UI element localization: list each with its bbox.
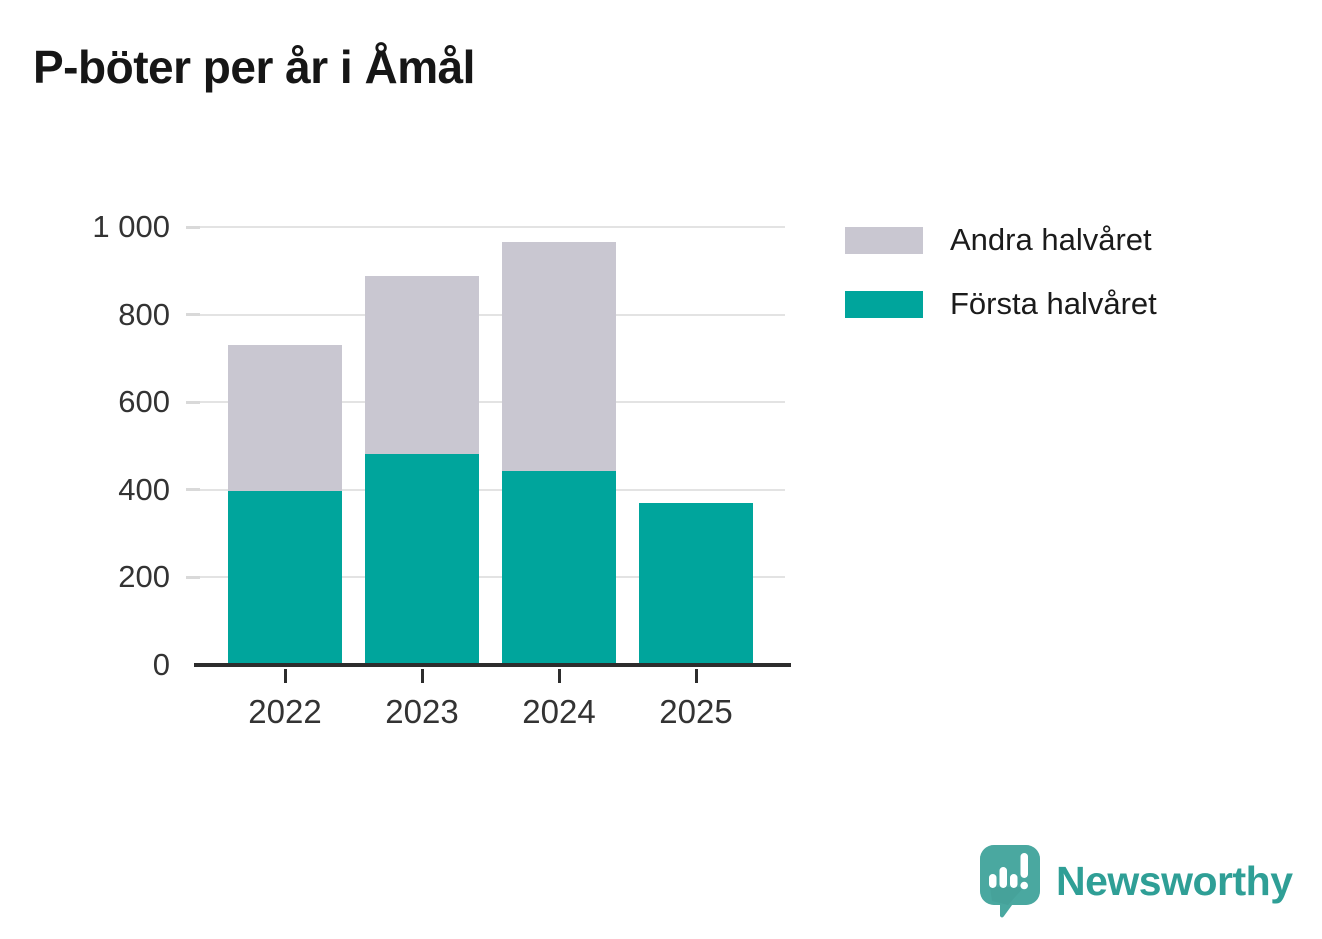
- x-axis-tick: [557, 669, 561, 683]
- y-axis-tick-label: 400: [118, 471, 170, 507]
- bar-2022-andra-halvåret: [228, 345, 342, 492]
- y-axis-tick: [186, 225, 200, 229]
- x-axis-tick: [283, 669, 287, 683]
- bar-chart-speech-bubble-icon: [980, 845, 1040, 918]
- x-axis-tick: [420, 669, 424, 683]
- bar-2025-första-halvåret: [639, 502, 753, 665]
- y-axis-tick: [186, 488, 200, 492]
- gridline-800: [200, 313, 785, 316]
- gridline-1000: [200, 226, 785, 228]
- y-axis-tick-label: 600: [118, 384, 170, 420]
- legend-item: Andra halvåret: [845, 222, 1157, 258]
- bar-2024-andra-halvåret: [502, 242, 616, 471]
- bar-2023-första-halvåret: [365, 454, 479, 665]
- legend-label: Andra halvåret: [950, 222, 1152, 257]
- y-axis-tick-label: 0: [152, 647, 170, 682]
- bar-2022-första-halvåret: [228, 491, 342, 665]
- bar-2024-första-halvåret: [502, 470, 616, 665]
- legend: Andra halvåret Första halvåret: [845, 222, 1157, 350]
- legend-swatch: [845, 290, 923, 318]
- newsworthy-wordmark: Newsworthy: [1056, 857, 1293, 904]
- x-axis-tick-label: 2023: [385, 693, 459, 730]
- plot-area: 0 200 400 600 800 1 000 2022 2023 2024 2025: [92, 211, 791, 730]
- newsworthy-logo: Newsworthy: [978, 843, 1293, 919]
- x-axis-tick-label: 2024: [522, 693, 596, 730]
- bar-2023-andra-halvåret: [365, 276, 479, 455]
- y-axis-tick: [186, 313, 200, 317]
- x-axis-line: [194, 663, 791, 667]
- y-axis-tick-label: 1 000: [92, 209, 170, 244]
- legend-label: Första halvåret: [950, 286, 1157, 321]
- legend-item: Första halvåret: [845, 286, 1157, 322]
- y-axis-tick-label: 800: [118, 296, 170, 332]
- gridline-400: [200, 488, 785, 491]
- page-title: P-böter per år i Åmål: [33, 41, 475, 93]
- x-axis-tick-label: 2025: [659, 693, 733, 730]
- legend-swatch: [845, 226, 923, 254]
- gridline-200: [200, 576, 785, 579]
- y-axis-tick: [186, 575, 200, 579]
- gridline-600: [200, 401, 785, 404]
- y-axis-tick: [186, 400, 200, 404]
- x-axis-tick: [694, 669, 698, 683]
- y-axis-tick-label: 200: [118, 559, 170, 595]
- x-axis-tick-label: 2022: [248, 693, 322, 730]
